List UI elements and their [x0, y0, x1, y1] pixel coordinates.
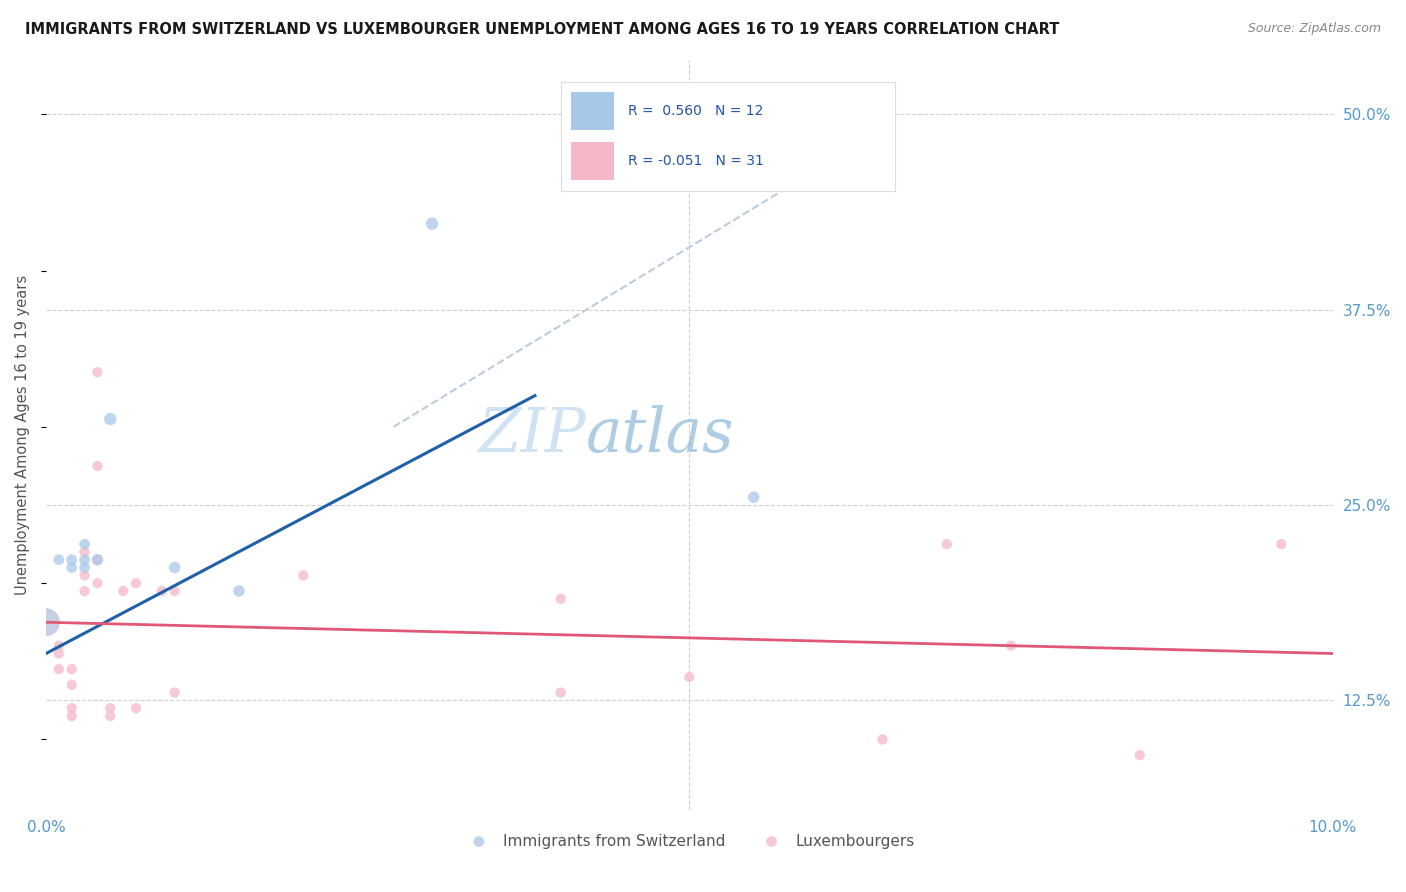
Point — [86, 553, 108, 567]
Point — [150, 584, 173, 599]
Point — [112, 584, 135, 599]
Point — [86, 576, 108, 591]
Point — [73, 560, 96, 574]
Point — [73, 568, 96, 582]
Point — [48, 553, 70, 567]
Point — [163, 560, 186, 574]
Point — [125, 576, 148, 591]
Point — [1000, 639, 1022, 653]
Text: atlas: atlas — [586, 405, 735, 465]
Point — [742, 490, 765, 504]
Point — [1129, 748, 1152, 763]
Point — [98, 412, 121, 426]
Point — [73, 545, 96, 559]
Point — [48, 647, 70, 661]
Point — [60, 662, 83, 676]
Point — [60, 701, 83, 715]
Point — [86, 553, 108, 567]
Point — [35, 615, 58, 630]
Y-axis label: Unemployment Among Ages 16 to 19 years: Unemployment Among Ages 16 to 19 years — [15, 275, 30, 595]
Point — [872, 732, 894, 747]
Legend: Immigrants from Switzerland, Luxembourgers: Immigrants from Switzerland, Luxembourge… — [457, 828, 921, 855]
Point — [550, 685, 572, 699]
Text: IMMIGRANTS FROM SWITZERLAND VS LUXEMBOURGER UNEMPLOYMENT AMONG AGES 16 TO 19 YEA: IMMIGRANTS FROM SWITZERLAND VS LUXEMBOUR… — [25, 22, 1060, 37]
Text: ZIP: ZIP — [478, 405, 586, 465]
Point — [163, 584, 186, 599]
Point — [1270, 537, 1292, 551]
Point — [60, 678, 83, 692]
Point — [86, 458, 108, 473]
Point — [73, 553, 96, 567]
Point — [420, 217, 443, 231]
Point — [125, 701, 148, 715]
Point — [48, 662, 70, 676]
Point — [292, 568, 315, 582]
Point — [35, 615, 58, 630]
Point — [60, 560, 83, 574]
Point — [73, 584, 96, 599]
Point — [550, 591, 572, 606]
Point — [86, 365, 108, 379]
Point — [60, 553, 83, 567]
Point — [48, 639, 70, 653]
Point — [73, 537, 96, 551]
Text: Source: ZipAtlas.com: Source: ZipAtlas.com — [1247, 22, 1381, 36]
Point — [228, 584, 250, 599]
Point — [163, 685, 186, 699]
Point — [60, 709, 83, 723]
Point — [935, 537, 957, 551]
Point — [678, 670, 700, 684]
Point — [98, 709, 121, 723]
Point — [98, 701, 121, 715]
